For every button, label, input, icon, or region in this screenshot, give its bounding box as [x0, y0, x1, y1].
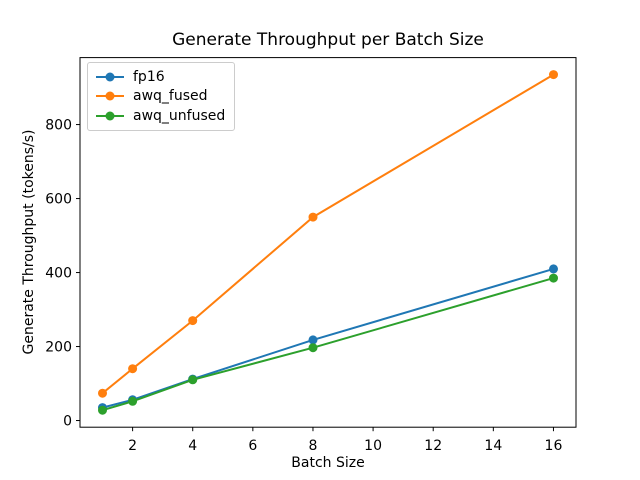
legend-label: fp16: [133, 68, 165, 85]
series-marker-awq_fused: [549, 70, 558, 80]
series-marker-awq_unfused: [308, 343, 318, 353]
x-tick-label: 2: [128, 438, 137, 454]
y-tick-label: 600: [45, 192, 72, 208]
x-tick-label: 6: [248, 438, 257, 454]
y-tick-label: 200: [45, 340, 72, 356]
x-axis-label: Batch Size: [291, 455, 365, 471]
legend-label: awq_unfused: [133, 107, 226, 124]
series-marker-awq_fused: [98, 388, 107, 398]
series-marker-awq_unfused: [128, 396, 138, 406]
y-axis-label: Generate Throughput (tokens/s): [21, 129, 37, 355]
y-tick-label: 400: [45, 266, 72, 282]
legend-line-marker-icon: [96, 72, 124, 82]
series-marker-awq_unfused: [98, 405, 107, 415]
legend-line-marker-icon: [96, 111, 124, 121]
legend-label: awq_fused: [133, 88, 208, 105]
x-tick-label: 14: [484, 438, 502, 454]
legend-item-awq-fused: awq_fused: [95, 87, 225, 107]
legend-item-fp16: fp16: [95, 67, 225, 87]
x-tick-label: 8: [309, 438, 318, 454]
y-tick-label: 0: [63, 414, 72, 430]
series-marker-fp16: [549, 264, 558, 274]
series-marker-awq_fused: [308, 212, 318, 222]
chart-title: Generate Throughput per Batch Size: [172, 30, 484, 50]
legend: fp16 awq_fused awq_unfused: [87, 62, 236, 131]
series-marker-fp16: [308, 335, 318, 345]
plot-border: [79, 57, 577, 428]
x-tick-label: 12: [424, 438, 442, 454]
x-tick-label: 10: [364, 438, 382, 454]
y-tick-label: 800: [45, 118, 72, 134]
legend-marker: [105, 111, 115, 121]
legend-marker: [105, 72, 115, 82]
series-marker-awq_fused: [188, 316, 198, 326]
legend-marker: [105, 91, 115, 101]
x-tick-label: 4: [188, 438, 197, 454]
series-line-awq_unfused: [102, 277, 554, 412]
series-marker-awq_unfused: [188, 375, 198, 385]
series-marker-awq_unfused: [549, 273, 558, 283]
x-tick-label: 16: [545, 438, 563, 454]
series-marker-awq_fused: [128, 364, 138, 374]
legend-item-awq-unfused: awq_unfused: [95, 106, 225, 126]
legend-line-marker-icon: [96, 91, 124, 101]
